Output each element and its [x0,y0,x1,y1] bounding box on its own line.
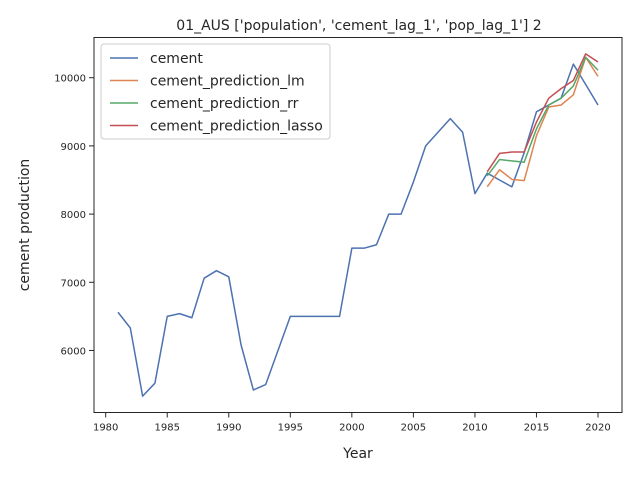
chart-title: 01_AUS ['population', 'cement_lag_1', 'p… [176,18,541,34]
x-tick-label: 1990 [216,423,241,434]
series-line-cement-prediction-lasso [486,53,599,173]
x-axis-label: Year [342,446,373,462]
legend: cement cement_prediction_lm cement_predict… [100,43,331,140]
series-line-cement-prediction-rr [486,56,599,177]
y-tick-label: 6000 [61,346,86,357]
x-axis: 1980 1985 1990 1995 2000 2005 2010 2015 2020 [93,412,611,434]
x-tick-label: 2015 [524,423,549,434]
legend-label: cement [150,51,203,67]
x-tick-label: 2000 [339,423,364,434]
y-tick-label: 7000 [61,278,86,289]
series-line-cement-prediction-lm [486,56,599,188]
y-axis-label: cement production [17,159,33,292]
x-tick-label: 2010 [462,423,487,434]
x-tick-label: 1985 [155,423,180,434]
series-lines [117,53,599,397]
x-tick-label: 1995 [278,423,303,434]
y-axis: 6000 7000 8000 9000 10000 [54,74,94,357]
legend-label: cement_prediction_lm [150,74,305,90]
x-tick-label: 2020 [585,423,610,434]
legend-box [100,43,331,140]
legend-label: cement_prediction_lasso [150,119,323,135]
x-tick-label: 1980 [93,423,118,434]
y-tick-label: 8000 [61,210,86,221]
y-tick-label: 10000 [54,74,86,85]
series-line-cement [117,63,599,397]
legend-label: cement_prediction_rr [150,96,299,112]
x-tick-label: 2005 [401,423,426,434]
y-tick-label: 9000 [61,142,86,153]
